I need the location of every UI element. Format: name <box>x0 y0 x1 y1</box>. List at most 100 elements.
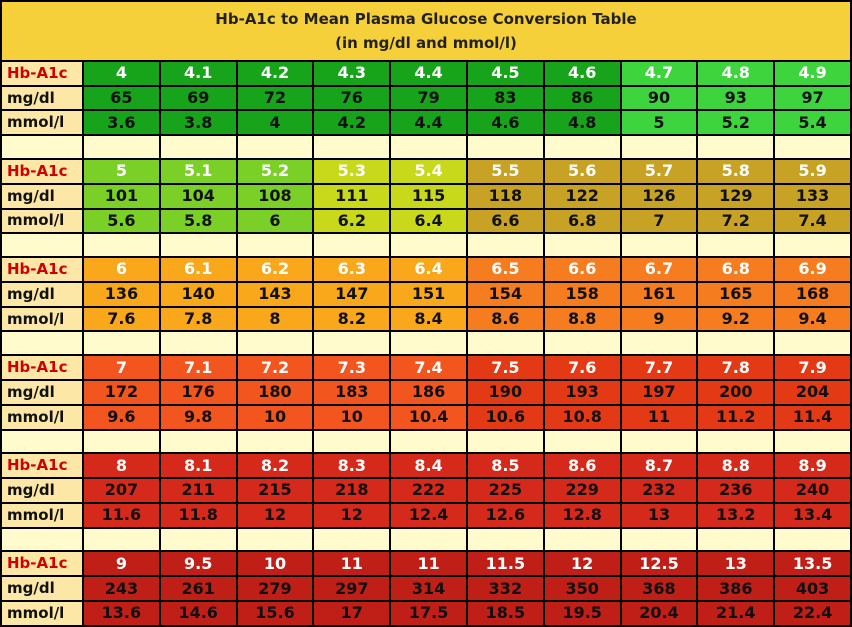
mgdl-value-cell: 197 <box>619 378 699 406</box>
mmol-value-cell: 10.6 <box>465 403 545 431</box>
mmol-value-cell: 4.6 <box>465 109 545 137</box>
mgdl-value-cell: 279 <box>235 575 315 602</box>
mgdl-value-cell: 193 <box>542 378 622 406</box>
spacer-cell <box>465 428 545 455</box>
mgdl-value-cell: 97 <box>773 84 852 112</box>
spacer-cell <box>235 232 315 259</box>
mgdl-value-cell: 168 <box>773 280 852 308</box>
spacer-cell <box>389 428 468 455</box>
spacer-cell <box>158 428 238 455</box>
mgdl-value-cell: 108 <box>235 182 315 210</box>
hba1c-value-cell: 7.6 <box>542 354 622 381</box>
spacer-cell <box>773 428 852 455</box>
mmol-value-cell: 13.2 <box>696 501 776 529</box>
mgdl-value-cell: 190 <box>465 378 545 406</box>
spacer-cell <box>696 428 776 455</box>
mgdl-row-label: mg/dl <box>0 182 84 210</box>
spacer-cell <box>235 330 315 357</box>
mgdl-value-cell: 111 <box>312 182 392 210</box>
hba1c-value-cell: 12 <box>542 550 622 578</box>
hba1c-value-cell: 6.6 <box>542 256 622 283</box>
mmol-row-label: mmol/l <box>0 501 84 529</box>
mgdl-value-cell: 243 <box>82 575 161 602</box>
mgdl-value-cell: 314 <box>389 575 468 602</box>
mmol-value-cell: 8 <box>235 305 315 333</box>
mmol-value-cell: 8.6 <box>465 305 545 333</box>
spacer-cell <box>619 232 699 259</box>
mgdl-value-cell: 172 <box>82 378 161 406</box>
hba1c-row: Hb-A1c 9 9.5 10 11 11 11.5 12 12.5 13 13.5 <box>0 550 852 578</box>
spacer-cell <box>82 428 161 455</box>
mmol-value-cell: 14.6 <box>158 599 238 627</box>
spacer-cell <box>0 526 84 553</box>
spacer-cell <box>158 134 238 160</box>
mgdl-row-label: mg/dl <box>0 84 84 112</box>
spacer-cell <box>619 428 699 455</box>
mgdl-row-label: mg/dl <box>0 477 84 504</box>
hba1c-value-cell: 7.9 <box>773 354 852 381</box>
mmol-row: mmol/l 5.6 5.8 6 6.2 6.4 6.6 6.8 7 7.2 7.4 <box>0 207 852 235</box>
mgdl-value-cell: 154 <box>465 280 545 308</box>
mmol-row-label: mmol/l <box>0 207 84 235</box>
mgdl-value-cell: 200 <box>696 378 776 406</box>
hba1c-value-cell: 7.1 <box>158 354 238 381</box>
mmol-value-cell: 7.6 <box>82 305 161 333</box>
hba1c-value-cell: 6.5 <box>465 256 545 283</box>
mmol-value-cell: 11 <box>619 403 699 431</box>
hba1c-row: Hb-A1c 4 4.1 4.2 4.3 4.4 4.5 4.6 4.7 4.8 4.9 <box>0 59 852 87</box>
spacer-cell <box>619 134 699 160</box>
mmol-row: mmol/l 7.6 7.8 8 8.2 8.4 8.6 8.8 9 9.2 9.4 <box>0 305 852 333</box>
mmol-value-cell: 10 <box>312 403 392 431</box>
hba1c-value-cell: 8.6 <box>542 452 622 480</box>
hba1c-value-cell: 5.7 <box>619 158 699 185</box>
mgdl-value-cell: 204 <box>773 378 852 406</box>
mmol-value-cell: 18.5 <box>465 599 545 627</box>
hba1c-value-cell: 5.3 <box>312 158 392 185</box>
mmol-value-cell: 6 <box>235 207 315 235</box>
spacer-row <box>0 232 852 259</box>
spacer-cell <box>158 232 238 259</box>
spacer-cell <box>465 134 545 160</box>
hba1c-value-cell: 8.8 <box>696 452 776 480</box>
spacer-cell <box>619 330 699 357</box>
mgdl-value-cell: 332 <box>465 575 545 602</box>
mmol-value-cell: 17 <box>312 599 392 627</box>
spacer-cell <box>696 232 776 259</box>
mgdl-value-cell: 211 <box>158 477 238 504</box>
mmol-row: mmol/l 11.6 11.8 12 12 12.4 12.6 12.8 13 13.2 13.4 <box>0 501 852 529</box>
hba1c-value-cell: 7.7 <box>619 354 699 381</box>
spacer-cell <box>773 526 852 553</box>
hba1c-value-cell: 8 <box>82 452 161 480</box>
hba1c-value-cell: 5 <box>82 158 161 185</box>
mmol-value-cell: 6.8 <box>542 207 622 235</box>
spacer-cell <box>465 232 545 259</box>
hba1c-value-cell: 4.7 <box>619 59 699 87</box>
spacer-cell <box>158 330 238 357</box>
hba1c-value-cell: 6.7 <box>619 256 699 283</box>
spacer-cell <box>389 232 468 259</box>
spacer-cell <box>0 134 84 160</box>
mgdl-value-cell: 129 <box>696 182 776 210</box>
mmol-value-cell: 12.4 <box>389 501 468 529</box>
mmol-value-cell: 12 <box>312 501 392 529</box>
mgdl-value-cell: 147 <box>312 280 392 308</box>
hba1c-value-cell: 6.1 <box>158 256 238 283</box>
hba1c-value-cell: 4.5 <box>465 59 545 87</box>
mmol-value-cell: 10 <box>235 403 315 431</box>
mgdl-value-cell: 143 <box>235 280 315 308</box>
mmol-value-cell: 13.6 <box>82 599 161 627</box>
mgdl-value-cell: 86 <box>542 84 622 112</box>
mmol-value-cell: 22.4 <box>773 599 852 627</box>
mmol-value-cell: 9.2 <box>696 305 776 333</box>
mmol-row-label: mmol/l <box>0 599 84 627</box>
mmol-value-cell: 10.8 <box>542 403 622 431</box>
spacer-cell <box>82 232 161 259</box>
mmol-value-cell: 7 <box>619 207 699 235</box>
hba1c-row-label: Hb-A1c <box>0 354 84 381</box>
mgdl-row-label: mg/dl <box>0 280 84 308</box>
mgdl-value-cell: 151 <box>389 280 468 308</box>
mgdl-row: mg/dl 243 261 279 297 314 332 350 368 386 403 <box>0 575 852 602</box>
mmol-value-cell: 9.4 <box>773 305 852 333</box>
mgdl-value-cell: 76 <box>312 84 392 112</box>
